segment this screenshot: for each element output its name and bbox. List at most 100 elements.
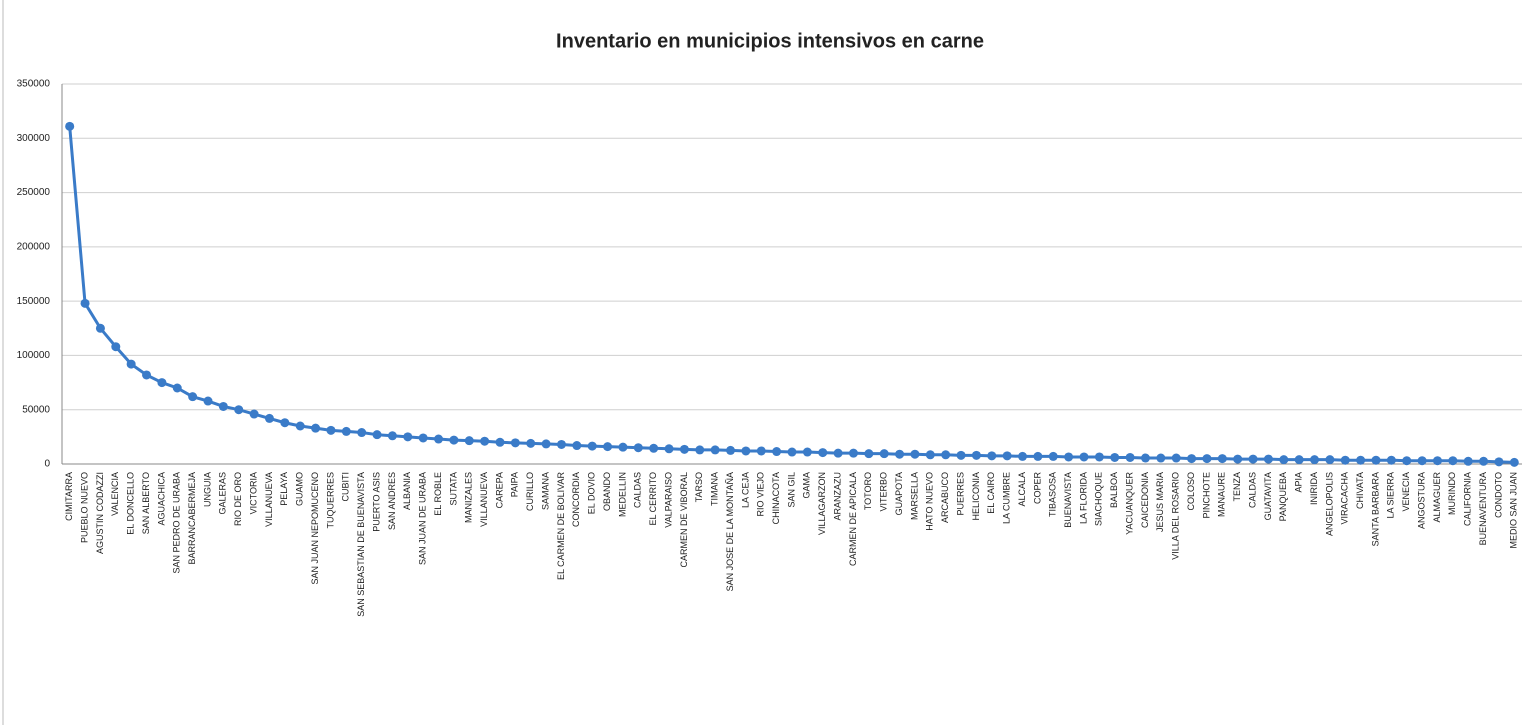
x-tick-label: VILLANUEVA xyxy=(264,472,274,527)
x-tick-label: LA FLORIDA xyxy=(1078,472,1088,524)
y-tick-label: 100000 xyxy=(17,350,51,361)
chart-title: Inventario en municipios intensivos en c… xyxy=(556,30,984,52)
x-tick-label: CALIFORNIA xyxy=(1463,472,1473,526)
point xyxy=(341,426,351,436)
x-tick-label: MEDIO SAN JUAN xyxy=(1509,472,1519,549)
point xyxy=(1079,452,1089,462)
point xyxy=(249,409,259,419)
x-tick-label: VIRACACHA xyxy=(1340,472,1350,525)
point xyxy=(1402,456,1412,466)
point xyxy=(1371,455,1381,465)
point xyxy=(357,428,367,438)
point xyxy=(633,443,643,453)
x-tick-label: GALERAS xyxy=(218,472,228,515)
x-tick-label: AGUACHICA xyxy=(156,472,166,526)
point xyxy=(1494,457,1504,467)
y-tick-label: 300000 xyxy=(17,133,51,144)
point xyxy=(1432,456,1442,466)
point xyxy=(879,449,889,459)
x-tick-label: BUENAVENTURA xyxy=(1478,472,1488,545)
x-tick-label: SAN GIL xyxy=(786,472,796,508)
x-tick-label: ALCALA xyxy=(1017,472,1027,507)
x-tick-label: PELAYA xyxy=(279,472,289,506)
point xyxy=(956,450,966,460)
point xyxy=(910,449,920,459)
point xyxy=(1386,455,1396,465)
point xyxy=(1217,454,1227,464)
x-tick-label: TOTORO xyxy=(863,472,873,510)
x-tick-label: PUERRES xyxy=(955,472,965,516)
x-tick-label: SAN JUAN DE URABA xyxy=(418,472,428,565)
point xyxy=(941,450,951,460)
x-tick-label: YACUANQUER xyxy=(1124,472,1134,535)
point xyxy=(787,447,797,457)
x-tick-label: SAN JOSE DE LA MONTAÑA xyxy=(725,472,735,591)
y-tick-label: 0 xyxy=(44,459,50,470)
point xyxy=(1002,451,1012,461)
point xyxy=(1110,452,1120,462)
point xyxy=(172,383,182,393)
point xyxy=(1187,454,1197,464)
point xyxy=(1125,452,1135,462)
point xyxy=(679,444,689,454)
x-tick-label: TIBASOSA xyxy=(1048,472,1058,517)
point xyxy=(1448,456,1458,466)
x-tick-label: GUATAVITA xyxy=(1263,472,1273,520)
x-tick-label: ARCABUCO xyxy=(940,472,950,523)
point xyxy=(526,438,536,448)
x-tick-label: TIMANA xyxy=(710,472,720,506)
x-tick-label: VALENCIA xyxy=(110,472,120,516)
point xyxy=(556,439,566,449)
x-tick-label: MURINDO xyxy=(1447,472,1457,515)
x-tick-label: PAIPA xyxy=(510,472,520,497)
x-tick-label: GUAMO xyxy=(295,472,305,506)
point xyxy=(895,449,905,459)
x-tick-label: RIO DE ORO xyxy=(233,472,243,526)
point xyxy=(726,445,736,455)
point xyxy=(1140,453,1150,463)
x-tick-label: SAMANA xyxy=(540,472,550,510)
point xyxy=(1509,457,1519,467)
x-tick-label: EL DONCELLO xyxy=(126,472,136,535)
point xyxy=(710,445,720,455)
point xyxy=(833,448,843,458)
x-tick-label: TUQUERRES xyxy=(325,472,335,529)
x-tick-label: EL CERRITO xyxy=(648,472,658,526)
point xyxy=(372,430,382,440)
x-tick-label: SAN ANDRES xyxy=(387,472,397,530)
x-tick-label: VITERBO xyxy=(879,472,889,512)
y-tick-label: 50000 xyxy=(22,404,50,415)
x-tick-label: CAREPA xyxy=(494,472,504,508)
point xyxy=(510,438,520,448)
point xyxy=(1233,454,1243,464)
point xyxy=(1340,455,1350,465)
point xyxy=(264,413,274,423)
x-tick-label: CURILLO xyxy=(525,472,535,511)
x-tick-label: CALDAS xyxy=(633,472,643,508)
x-tick-label: CAICEDONIA xyxy=(1140,472,1150,528)
x-tick-label: MEDELLIN xyxy=(617,472,627,517)
point xyxy=(802,447,812,457)
point xyxy=(295,421,305,431)
point xyxy=(434,434,444,444)
x-tick-label: MANAURE xyxy=(1217,472,1227,517)
point xyxy=(756,446,766,456)
point xyxy=(280,418,290,428)
point xyxy=(818,448,828,458)
point xyxy=(1202,454,1212,464)
point xyxy=(848,448,858,458)
point xyxy=(987,451,997,461)
point xyxy=(111,342,121,352)
point xyxy=(1417,456,1427,466)
point xyxy=(925,450,935,460)
point xyxy=(126,359,136,369)
x-tick-label: CARMEN DE APICALA xyxy=(848,472,858,566)
x-tick-label: ANGOSTURA xyxy=(1416,472,1426,529)
x-tick-label: SUTATA xyxy=(448,472,458,506)
point xyxy=(95,323,105,333)
x-tick-label: CHIVATA xyxy=(1355,472,1365,509)
x-tick-label: VILLA DEL ROSARIO xyxy=(1171,472,1181,560)
x-tick-label: CARMEN DE VIBORAL xyxy=(679,472,689,568)
